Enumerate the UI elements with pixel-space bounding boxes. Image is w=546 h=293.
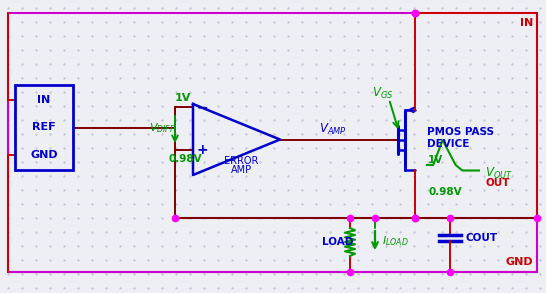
Text: AMP: AMP [231, 165, 252, 175]
Text: 1V: 1V [175, 93, 191, 103]
Text: $V_{OUT}$: $V_{OUT}$ [485, 166, 513, 180]
Text: $V_{AMP}$: $V_{AMP}$ [319, 122, 346, 137]
Text: IN: IN [520, 18, 533, 28]
Text: +: + [196, 143, 208, 157]
Text: 1V: 1V [428, 155, 443, 165]
Text: PMOS PASS: PMOS PASS [427, 127, 494, 137]
Text: 0.98V: 0.98V [428, 187, 462, 197]
Text: 0.98V: 0.98V [168, 154, 202, 164]
Text: $I_{LOAD}$: $I_{LOAD}$ [382, 234, 408, 248]
Text: REF: REF [32, 122, 56, 132]
Text: COUT: COUT [466, 233, 498, 243]
Bar [15, 85, 73, 170]
Text: $V_{GS}$: $V_{GS}$ [372, 86, 394, 100]
Text: OUT: OUT [485, 178, 509, 188]
Text: GND: GND [506, 257, 533, 267]
Text: ERROR: ERROR [224, 156, 259, 166]
Text: −: − [196, 100, 208, 114]
Text: LOAD: LOAD [322, 237, 354, 247]
Text: IN: IN [37, 95, 51, 105]
Text: GND: GND [30, 150, 58, 160]
Text: $V_{DIFF}$: $V_{DIFF}$ [149, 122, 175, 135]
Text: DEVICE: DEVICE [427, 139, 470, 149]
